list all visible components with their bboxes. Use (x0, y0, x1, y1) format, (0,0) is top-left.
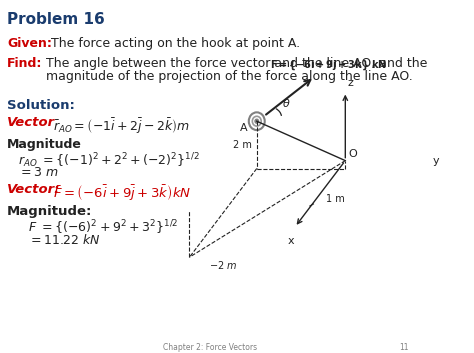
Text: $\bar{F} = \left(-6\bar{i} + 9\bar{j} + 3\bar{k}\right)kN$: $\bar{F} = \left(-6\bar{i} + 9\bar{j} + … (53, 183, 191, 203)
Text: $r_{AO}\ = \{(-1)^2 + 2^2 + (-2)^{2}\}^{1/2}$: $r_{AO}\ = \{(-1)^2 + 2^2 + (-2)^{2}\}^{… (18, 152, 200, 170)
Text: $\bar{r}_{AO} = \left(-1\bar{i} + 2\bar{j} - 2\bar{k}\right)m$: $\bar{r}_{AO} = \left(-1\bar{i} + 2\bar{… (53, 116, 190, 136)
Text: 2 m: 2 m (233, 140, 251, 150)
Text: $\theta$: $\theta$ (282, 97, 290, 109)
Text: 11: 11 (400, 343, 409, 352)
Text: Magnitude:: Magnitude: (7, 205, 92, 218)
Text: $-2\ m$: $-2\ m$ (209, 259, 237, 271)
Text: magnitude of the projection of the force along the line AO.: magnitude of the projection of the force… (46, 70, 413, 83)
Text: Solution:: Solution: (7, 98, 75, 112)
Text: y: y (433, 156, 439, 166)
Text: $= 11.22\ kN$: $= 11.22\ kN$ (28, 233, 101, 246)
Text: Vector: Vector (7, 116, 55, 129)
Text: $= 3\ m$: $= 3\ m$ (18, 166, 58, 179)
Circle shape (255, 119, 258, 123)
Text: x: x (288, 235, 295, 246)
Text: The force acting on the hook at point A.: The force acting on the hook at point A. (51, 37, 301, 50)
Text: A: A (240, 123, 248, 133)
Text: Find:: Find: (7, 57, 43, 70)
Text: Chapter 2: Force Vectors: Chapter 2: Force Vectors (163, 343, 257, 352)
Text: $\mathbf{F = \{-6i + 9j + 3k\}\ kN}$: $\mathbf{F = \{-6i + 9j + 3k\}\ kN}$ (270, 58, 387, 72)
Text: Magnitude: Magnitude (7, 138, 82, 151)
Text: Given:: Given: (7, 37, 52, 50)
Text: Vector:: Vector: (7, 183, 61, 196)
Text: 1 m: 1 m (326, 194, 345, 204)
Text: Problem 16: Problem 16 (7, 12, 105, 27)
Text: The angle between the force vector and the line AO, and the: The angle between the force vector and t… (46, 57, 428, 70)
Text: $F\ = \{(-6)^2 + 9^2 + 3^{2}\}^{1/2}$: $F\ = \{(-6)^2 + 9^2 + 3^{2}\}^{1/2}$ (28, 219, 179, 237)
Text: O: O (349, 149, 357, 158)
Text: z: z (347, 78, 353, 88)
